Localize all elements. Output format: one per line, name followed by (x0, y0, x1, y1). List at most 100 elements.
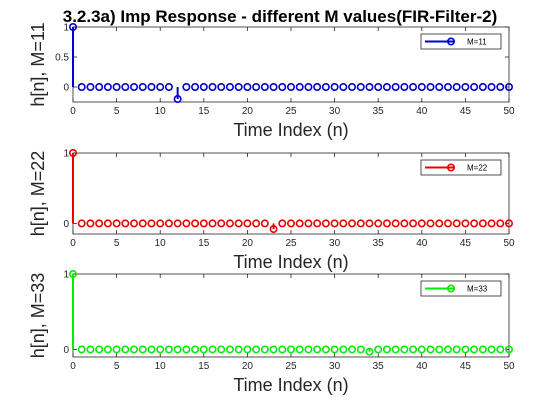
x-tick-label: 40 (416, 361, 428, 372)
x-tick-label: 35 (373, 238, 385, 249)
stem-marker (295, 83, 304, 92)
stem-marker (130, 219, 139, 228)
stem-marker (330, 219, 339, 228)
stem-marker (470, 345, 479, 354)
stem-marker (208, 83, 217, 92)
stem-marker (452, 83, 461, 92)
stem-marker (286, 83, 295, 92)
legend-marker (446, 284, 455, 293)
stem-marker (452, 219, 461, 228)
stem-marker (260, 219, 269, 228)
stem-marker (487, 83, 496, 92)
x-tick-label: 25 (285, 238, 297, 249)
x-tick-label: 5 (114, 361, 120, 372)
stem-marker (400, 83, 409, 92)
y-tick-label: 0.5 (55, 53, 69, 64)
stem-marker (147, 345, 156, 354)
stem-marker (330, 345, 339, 354)
x-tick-label: 50 (503, 238, 515, 249)
x-tick-label: 25 (285, 361, 297, 372)
x-tick-label: 40 (416, 106, 428, 117)
stem-marker (382, 345, 391, 354)
legend-label: M=22 (467, 164, 488, 173)
stem-marker (199, 345, 208, 354)
stem-marker (286, 219, 295, 228)
x-tick-label: 20 (242, 361, 254, 372)
stem-series (69, 269, 513, 356)
subplot-1: 0 5 10 15 20 25 30 35 40 45 50 0 0.5 1 Time Index (n) h… (28, 22, 515, 140)
y-axis-label: h[n], M=22 (28, 151, 48, 237)
stem-marker (443, 219, 452, 228)
stem-marker (382, 83, 391, 92)
stem-marker (478, 345, 487, 354)
stem-marker (182, 219, 191, 228)
x-tick-label: 45 (460, 106, 472, 117)
stem-marker (391, 83, 400, 92)
stem-marker (461, 345, 470, 354)
x-tick-label: 15 (198, 238, 210, 249)
stem-series (69, 149, 513, 234)
stem-marker (356, 345, 365, 354)
stem-marker (400, 345, 409, 354)
stem-marker (461, 219, 470, 228)
stem-marker (313, 83, 322, 92)
x-axis-label: Time Index (n) (233, 375, 348, 395)
stem-marker (191, 219, 200, 228)
stem-marker (86, 219, 95, 228)
stem-marker (95, 219, 104, 228)
stem-marker (496, 345, 505, 354)
figure-title: 3.2.3a) Imp Response - different M value… (63, 7, 498, 26)
legend-box (420, 33, 502, 50)
stem-marker (348, 219, 357, 228)
y-axis-label: h[n], M=11 (28, 22, 48, 106)
stem-marker (321, 345, 330, 354)
subplot-2: 0 5 10 15 20 25 30 35 40 45 50 0 1 Time Index (n) h[n]… (28, 149, 515, 273)
stem-marker (330, 83, 339, 92)
stem-marker (470, 83, 479, 92)
x-tick-label: 35 (373, 106, 385, 117)
legend-marker (446, 37, 455, 46)
stem-marker (339, 83, 348, 92)
y-tick-label: 1 (63, 23, 69, 34)
stem-marker (443, 83, 452, 92)
x-tick-label: 35 (373, 361, 385, 372)
x-tick-label: 20 (242, 238, 254, 249)
stem-marker (191, 83, 200, 92)
stem-marker (417, 219, 426, 228)
x-tick-label: 0 (70, 106, 76, 117)
stem-marker (269, 345, 278, 354)
stem-marker (496, 219, 505, 228)
stem-marker (295, 219, 304, 228)
stem-marker (164, 83, 173, 92)
stem-marker (77, 83, 86, 92)
stem-marker (69, 269, 78, 278)
stem-marker (77, 219, 86, 228)
stem-marker (121, 83, 130, 92)
stem-marker (260, 345, 269, 354)
stem-marker (103, 345, 112, 354)
stem-marker (409, 83, 418, 92)
stem-marker (138, 345, 147, 354)
stem-marker (234, 219, 243, 228)
stem-marker (217, 83, 226, 92)
stem-marker (173, 219, 182, 228)
stem-marker (225, 345, 234, 354)
y-tick-label: 0 (63, 219, 69, 230)
stem-marker (313, 219, 322, 228)
stem-marker (478, 219, 487, 228)
legend-label: M=11 (467, 38, 487, 47)
stem-marker (286, 345, 295, 354)
y-tick-label: 0 (63, 83, 69, 94)
stem-marker (374, 83, 383, 92)
stem-marker (103, 219, 112, 228)
stem-marker (426, 345, 435, 354)
stem-marker (435, 345, 444, 354)
stem-marker (321, 83, 330, 92)
stem-marker (269, 225, 278, 234)
stem-marker (86, 83, 95, 92)
stem-marker (69, 22, 78, 31)
x-tick-label: 0 (70, 361, 76, 372)
stem-marker (470, 219, 479, 228)
x-tick-label: 15 (198, 361, 210, 372)
